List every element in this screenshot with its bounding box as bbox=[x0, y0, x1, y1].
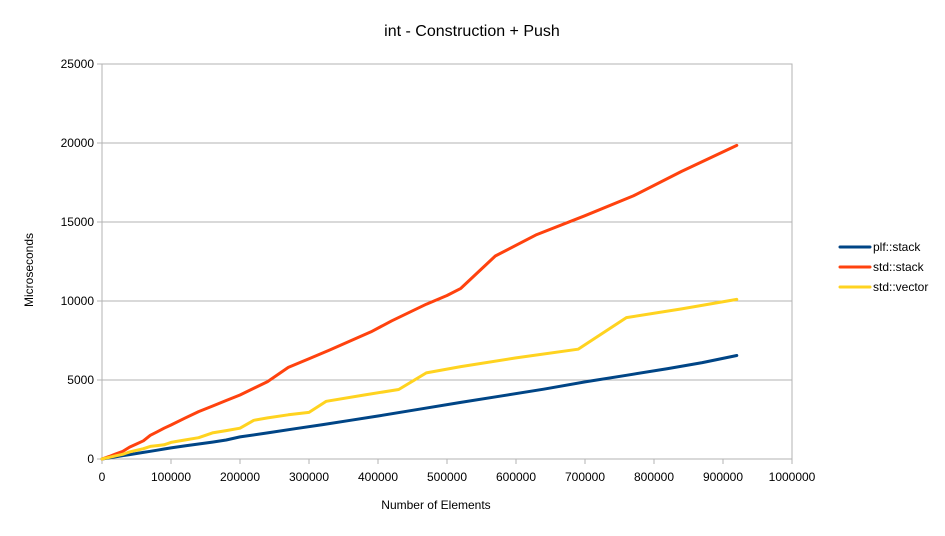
series-line-plf-stack bbox=[100, 354, 739, 461]
x-tick-label: 200000 bbox=[220, 470, 260, 484]
x-axis-tick-labels: 0 100000 200000 300000 400000 500000 600000 700… bbox=[99, 470, 816, 484]
y-tick-label: 15000 bbox=[61, 215, 95, 229]
y-axis-tick-labels: 0 5000 10000 15000 20000 25000 bbox=[61, 57, 95, 466]
y-tick-label: 0 bbox=[87, 452, 94, 466]
y-tick-label: 10000 bbox=[61, 294, 95, 308]
x-tick-label: 800000 bbox=[634, 470, 674, 484]
legend-label-std-stack: std::stack bbox=[873, 260, 925, 274]
series-line-std-vector bbox=[100, 297, 739, 461]
x-tick-label: 600000 bbox=[496, 470, 536, 484]
x-tick-label: 500000 bbox=[427, 470, 467, 484]
x-tick-label: 300000 bbox=[289, 470, 329, 484]
plot-area-border bbox=[101, 63, 793, 460]
x-tick-label: 700000 bbox=[565, 470, 605, 484]
y-tick-label: 20000 bbox=[61, 136, 95, 150]
y-tick-label: 25000 bbox=[61, 57, 95, 71]
y-tick-label: 5000 bbox=[67, 373, 94, 387]
series-lines bbox=[100, 143, 739, 461]
x-axis-label: Number of Elements bbox=[381, 498, 490, 512]
legend-label-std-vector: std::vector bbox=[873, 280, 928, 294]
y-axis-label: Microseconds bbox=[22, 233, 36, 307]
series-line-std-stack bbox=[100, 143, 739, 461]
x-tick-label: 100000 bbox=[151, 470, 191, 484]
chart-title: int - Construction + Push bbox=[384, 23, 560, 40]
x-tick-label: 1000000 bbox=[769, 470, 816, 484]
x-tick-label: 900000 bbox=[703, 470, 743, 484]
x-tick-label: 400000 bbox=[358, 470, 398, 484]
x-tick-label: 0 bbox=[99, 470, 106, 484]
legend-label-plf-stack: plf::stack bbox=[873, 240, 921, 254]
